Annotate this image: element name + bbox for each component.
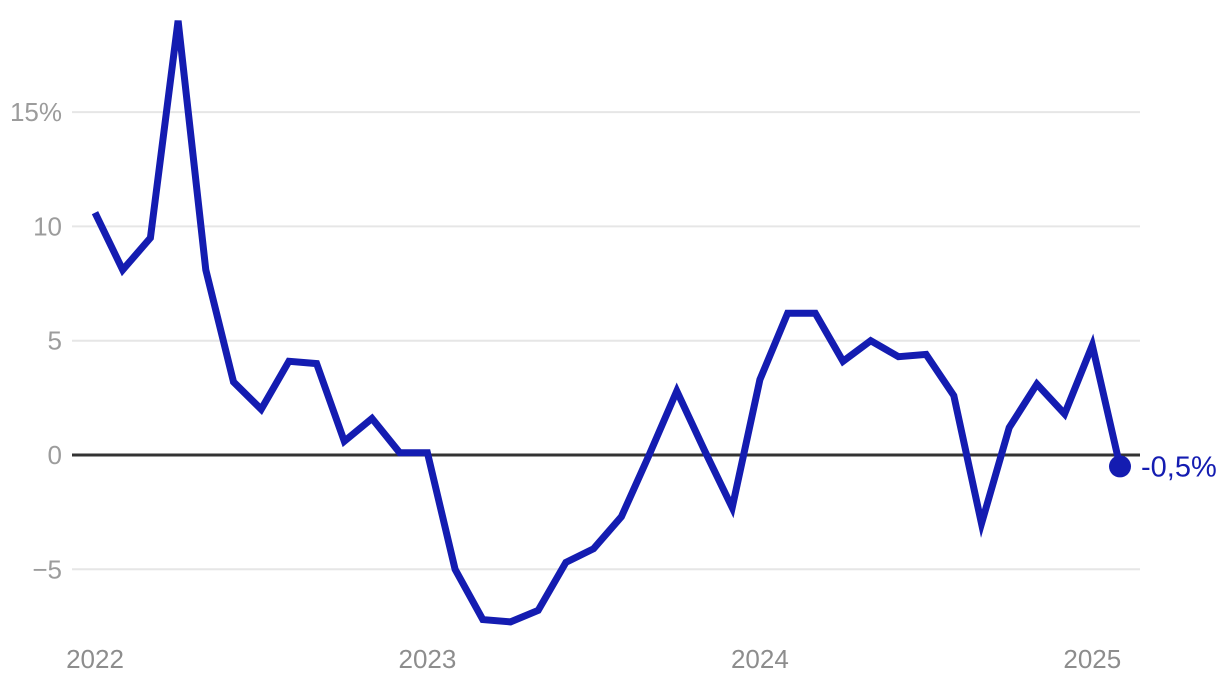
last-point-marker xyxy=(1109,455,1131,478)
x-tick-label-2024: 2024 xyxy=(731,644,789,674)
data-series-line xyxy=(91,20,1124,626)
y-tick-label-5: 5 xyxy=(48,326,62,356)
y-tick-label-0: 0 xyxy=(48,440,62,470)
y-tick-label-15: 15% xyxy=(10,97,62,127)
y-tick-label--5: −5 xyxy=(32,554,62,584)
x-tick-label-2023: 2023 xyxy=(399,644,457,674)
x-tick-label-2022: 2022 xyxy=(66,644,124,674)
x-tick-label-2025: 2025 xyxy=(1063,644,1121,674)
last-value-label: -0,5% xyxy=(1141,451,1217,483)
y-tick-label-10: 10 xyxy=(33,211,62,241)
